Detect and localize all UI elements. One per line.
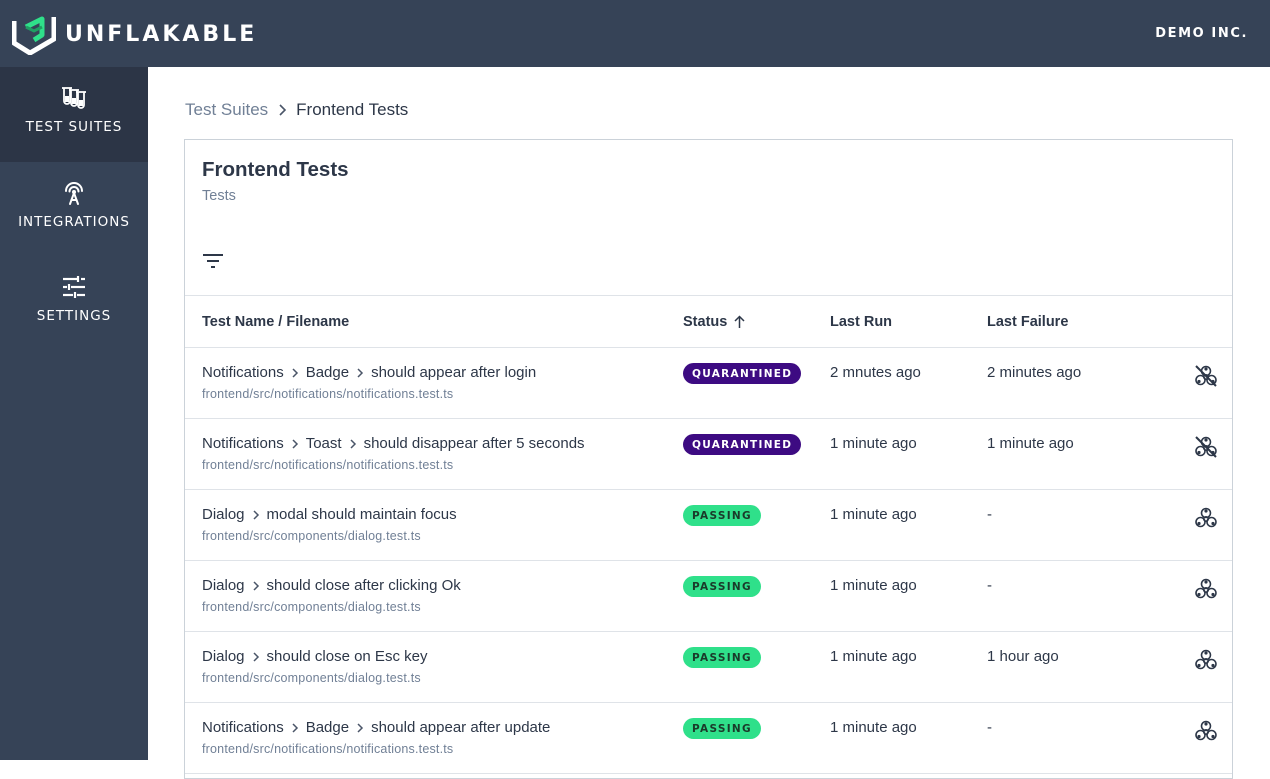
sidebar: TEST SUITES INTEGRATIONS SETTING [0,67,148,760]
sidebar-item-label: TEST SUITES [25,119,123,135]
last-failure: 1 minute ago [987,435,1074,452]
test-name-part: Badge [305,719,350,736]
test-filename: frontend/src/components/dialog.test.ts [202,600,421,614]
test-name-part: Dialog [202,648,245,665]
test-filename: frontend/src/notifications/notifications… [202,458,454,472]
test-name-part: Notifications [202,435,284,452]
last-failure: - [987,577,992,594]
last-run: 1 minute ago [830,506,917,523]
test-filename: frontend/src/notifications/notifications… [202,742,454,756]
last-failure: 2 minutes ago [987,364,1082,381]
test-name: Notifications Toast should disappear after… [202,435,585,452]
last-run: 2 mnutes ago [830,364,921,381]
test-name-part: should appear after update [371,719,551,736]
test-name: Dialog modal should maintain focus [202,506,457,523]
test-list-card: Frontend Tests Tests Test Name / Filenam… [184,139,1233,779]
test-filename: frontend/src/components/dialog.test.ts [202,671,421,685]
table-row[interactable]: Notifications Badge should appear after lo… [185,348,1232,419]
test-name-part: should disappear after 5 seconds [363,435,585,452]
test-name-part: Toast [305,435,342,452]
test-name-part: Badge [305,364,350,381]
column-header-last-failure[interactable]: Last Failure [987,314,1069,330]
column-header-status-label: Status [683,314,728,330]
test-name-part: Dialog [202,577,245,594]
last-failure: 1 hour ago [987,648,1059,665]
test-name: Notifications Badge should appear after lo… [202,364,536,381]
status-badge: QUARANTINED [683,363,802,384]
status-badge: PASSING [683,718,761,739]
table-row[interactable]: Dialog should close after clicking Ok fron… [185,561,1232,632]
last-failure: - [987,506,992,523]
sidebar-item-integrations[interactable]: INTEGRATIONS [0,162,148,257]
breadcrumb-link-test-suites[interactable]: Test Suites [185,100,269,119]
sidebar-item-label: SETTINGS [36,308,112,324]
test-filename: frontend/src/components/dialog.test.ts [202,529,421,543]
test-filename: frontend/src/notifications/notifications… [202,387,454,401]
status-badge: PASSING [683,505,761,526]
antenna-icon [59,178,89,208]
last-failure: - [987,719,992,736]
test-name-part: should appear after login [371,364,537,381]
brand-name[interactable]: UNFLAKABLE [65,22,258,47]
breadcrumb: Test Suites Frontend Tests [185,100,408,120]
chevron-right-icon [357,722,364,733]
column-header-status[interactable]: Status [683,314,746,330]
chevron-right-icon [292,367,298,378]
chevron-right-icon [292,722,298,733]
table-row[interactable]: Notifications Badge should appear after up… [185,703,1232,774]
last-run: 1 minute ago [830,719,917,736]
top-bar: UNFLAKABLE DEMO INC. [0,0,1270,67]
tests-table: Test Name / Filename Status Last Run Las… [185,295,1232,774]
biohazard-icon[interactable] [1193,576,1219,602]
biohazard-icon[interactable] [1193,647,1219,673]
column-header-name[interactable]: Test Name / Filename [202,314,350,330]
biohazard-crossed-icon[interactable] [1193,434,1219,460]
last-run: 1 minute ago [830,648,917,665]
table-header: Test Name / Filename Status Last Run Las… [185,296,1232,348]
chevron-right-icon [357,367,364,378]
table-row[interactable]: Notifications Toast should disappear after… [185,419,1232,490]
sidebar-item-label: INTEGRATIONS [18,214,130,230]
test-name-part: modal should maintain focus [266,506,457,523]
status-badge: QUARANTINED [683,434,802,455]
sidebar-item-settings[interactable]: SETTINGS [0,256,148,351]
chevron-right-icon [292,438,298,449]
test-name-part: Notifications [202,719,284,736]
organization-name[interactable]: DEMO INC. [1155,26,1248,41]
last-run: 1 minute ago [830,435,917,452]
test-name-part: Dialog [202,506,245,523]
chevron-right-icon [253,580,259,591]
biohazard-crossed-icon[interactable] [1193,363,1219,389]
status-badge: PASSING [683,576,761,597]
test-name: Dialog should close on Esc key [202,648,427,665]
status-badge: PASSING [683,647,761,668]
card-title: Frontend Tests [202,158,349,181]
test-name-part: should close after clicking Ok [266,577,461,594]
chevron-right-icon [253,509,259,520]
table-row[interactable]: Dialog should close on Esc key frontend/sr… [185,632,1232,703]
last-run: 1 minute ago [830,577,917,594]
table-row[interactable]: Dialog modal should maintain focus fronten… [185,490,1232,561]
filter-icon[interactable] [202,252,224,270]
test-name: Notifications Badge should appear after up… [202,719,550,736]
sliders-icon [59,272,89,302]
test-name: Dialog should close after clicking Ok [202,577,461,594]
chevron-right-icon [279,104,287,116]
sort-ascending-icon [734,315,745,328]
breadcrumb-current: Frontend Tests [296,100,409,119]
sidebar-item-test-suites[interactable]: TEST SUITES [0,67,148,162]
test-name-part: should close on Esc key [266,648,428,665]
chevron-right-icon [253,651,259,662]
card-subtitle: Tests [202,188,236,204]
test-name-part: Notifications [202,364,284,381]
biohazard-icon[interactable] [1193,505,1219,531]
biohazard-icon[interactable] [1193,718,1219,744]
chevron-right-icon [350,438,356,449]
column-header-last-run[interactable]: Last Run [830,314,893,330]
test-tubes-icon [59,83,89,113]
unflakable-logo-icon[interactable] [12,13,56,55]
